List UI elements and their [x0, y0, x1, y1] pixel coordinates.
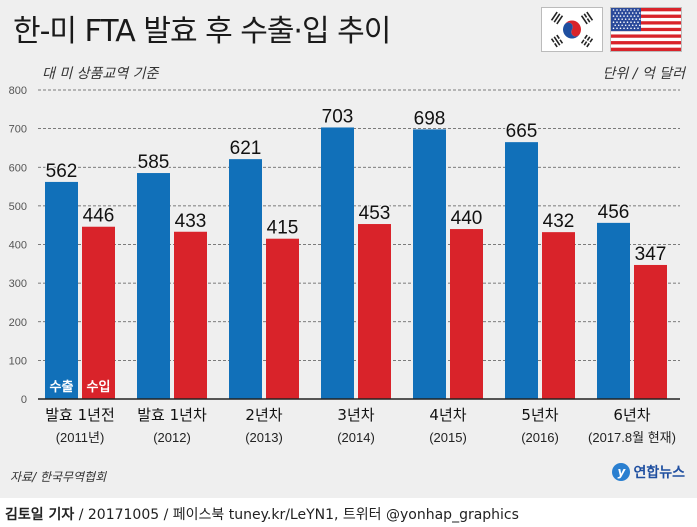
- page-title: 한-미 FTA 발효 후 수출·입 추이: [13, 14, 391, 49]
- legend-label: 수출: [50, 379, 74, 395]
- reporter-name: 김토일 기자: [5, 507, 75, 523]
- y-tick-label: 800: [9, 85, 27, 97]
- bar-export: [321, 127, 354, 399]
- data-label: 665: [506, 121, 538, 142]
- bar-import: [634, 264, 667, 399]
- korea-flag-icon: [541, 7, 603, 52]
- y-tick-label: 0: [21, 394, 27, 406]
- x-tick-sublabel: (2017.8월 현재): [588, 430, 676, 445]
- bar-import: [450, 229, 483, 399]
- bar-import: [82, 226, 115, 399]
- credit-line: 김토일 기자 / 20171005 / 페이스북 tuney.kr/LeYN1,…: [5, 504, 519, 524]
- x-tick-sublabel: (2016): [521, 430, 559, 445]
- x-tick-label: 6년차: [613, 406, 650, 424]
- y-tick-label: 600: [9, 162, 27, 174]
- bar-export: [413, 129, 446, 399]
- chart-subtitle: 대 미 상품교역 기준: [42, 66, 159, 82]
- y-tick-label: 400: [9, 240, 27, 252]
- y-tick-label: 200: [9, 317, 27, 329]
- legend-label: 수입: [87, 380, 111, 395]
- x-tick-label: 2년차: [245, 406, 282, 424]
- bar-chart: 0 100 200 300 400 500 600 700 800 562 446 발효 1년전 (20…: [9, 85, 680, 445]
- data-label: 456: [598, 202, 630, 223]
- bar-import: [542, 232, 575, 399]
- data-label: 415: [267, 218, 299, 239]
- logo-text: 연합뉴스: [633, 465, 685, 481]
- y-tick-label: 500: [9, 201, 27, 213]
- x-tick-sublabel: (2015): [429, 430, 467, 445]
- data-label: 698: [414, 108, 446, 129]
- unit-label: 단위 / 억 달러: [602, 66, 685, 82]
- y-tick-label: 100: [9, 355, 27, 367]
- bar-import: [174, 231, 207, 399]
- data-label: 440: [451, 208, 483, 229]
- x-tick-sublabel: (2012): [153, 430, 191, 445]
- x-tick-sublabel: (2014): [337, 430, 375, 445]
- data-label: 585: [138, 152, 170, 173]
- data-label: 446: [83, 206, 115, 227]
- usa-flag-icon: [610, 7, 682, 52]
- data-label: 703: [322, 106, 354, 127]
- bar-import: [266, 238, 299, 399]
- credit-details: / 20171005 / 페이스북 tuney.kr/LeYN1, 트위터 @y…: [74, 507, 519, 523]
- bar-export: [45, 181, 78, 399]
- yonhap-logo: y 연합뉴스: [612, 462, 685, 482]
- data-label: 432: [543, 211, 575, 232]
- x-tick-sublabel: (2013): [245, 430, 283, 445]
- x-tick-label: 4년차: [429, 406, 466, 424]
- data-label: 562: [46, 161, 78, 182]
- x-tick-label: 발효 1년전: [45, 406, 115, 424]
- yonhap-logo-icon: y: [612, 463, 631, 481]
- data-label: 347: [635, 244, 667, 265]
- x-tick-label: 3년차: [337, 406, 374, 424]
- bar-export: [505, 142, 538, 400]
- y-tick-label: 300: [9, 278, 27, 290]
- data-label: 433: [175, 211, 207, 232]
- bar-export: [229, 159, 262, 399]
- bar-import: [358, 224, 391, 399]
- bar-export: [597, 222, 630, 399]
- data-label: 621: [230, 138, 262, 159]
- x-tick-label: 발효 1년차: [137, 406, 207, 424]
- x-tick-label: 5년차: [521, 406, 558, 424]
- data-label: 453: [359, 203, 391, 224]
- x-tick-sublabel: (2011년): [56, 430, 105, 445]
- source-text: 자료/ 한국무역협회: [10, 470, 107, 484]
- bar-export: [137, 173, 170, 399]
- y-tick-label: 700: [9, 124, 27, 136]
